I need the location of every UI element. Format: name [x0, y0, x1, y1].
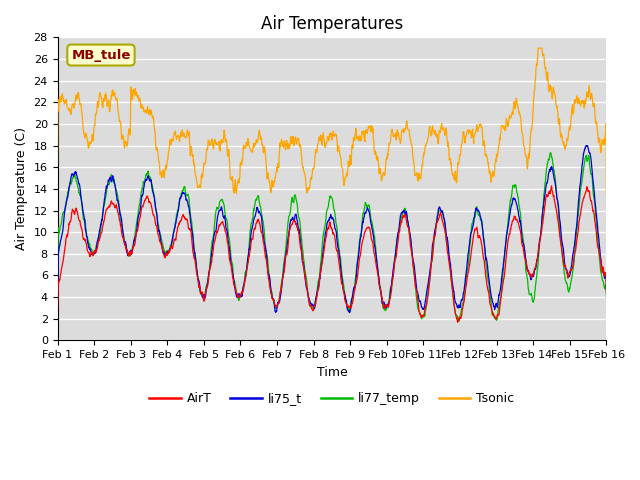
X-axis label: Time: Time	[317, 366, 348, 379]
Y-axis label: Air Temperature (C): Air Temperature (C)	[15, 127, 28, 251]
Legend: AirT, li75_t, li77_temp, Tsonic: AirT, li75_t, li77_temp, Tsonic	[145, 387, 520, 410]
Title: Air Temperatures: Air Temperatures	[261, 15, 403, 33]
Text: MB_tule: MB_tule	[71, 48, 131, 61]
